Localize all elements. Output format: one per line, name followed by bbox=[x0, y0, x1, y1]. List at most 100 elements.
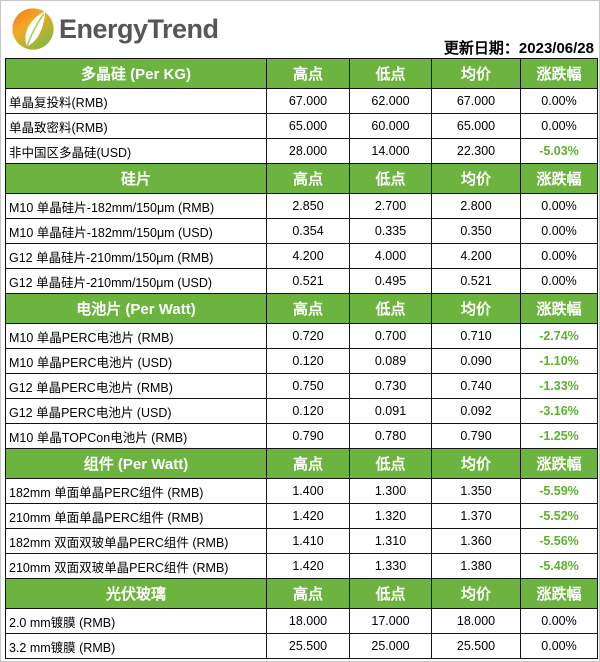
change-value: 0.00% bbox=[520, 243, 598, 269]
column-header-avg: 均价 bbox=[431, 448, 521, 479]
low-value: 62.000 bbox=[349, 88, 432, 114]
avg-value: 18.000 bbox=[431, 608, 521, 634]
high-value: 0.521 bbox=[266, 268, 350, 294]
change-value: -1.33% bbox=[520, 373, 598, 399]
avg-value: 0.090 bbox=[431, 348, 521, 374]
high-value: 0.120 bbox=[266, 398, 350, 424]
avg-value: 4.200 bbox=[431, 243, 521, 269]
avg-value: 0.521 bbox=[431, 268, 521, 294]
column-header-low: 低点 bbox=[349, 293, 432, 324]
product-label: G12 单晶PERC电池片 (USD) bbox=[5, 398, 267, 424]
avg-value: 67.000 bbox=[431, 88, 521, 114]
table-row: G12 单晶硅片-210mm/150μm (RMB) 4.200 4.000 4… bbox=[5, 243, 598, 269]
energytrend-leaf-logo-icon bbox=[11, 7, 55, 51]
column-header-low: 低点 bbox=[349, 578, 432, 609]
table-row: M10 单晶TOPCon电池片 (RMB) 0.790 0.780 0.790 … bbox=[5, 423, 598, 449]
change-value: -3.16% bbox=[520, 398, 598, 424]
column-header-avg: 均价 bbox=[431, 163, 521, 194]
table-row: 单晶复投料(RMB) 67.000 62.000 67.000 0.00% bbox=[5, 88, 598, 114]
section-title: 光伏玻璃 bbox=[5, 578, 267, 609]
table-row: 210mm 单面单晶PERC组件 (RMB) 1.420 1.320 1.370… bbox=[5, 503, 598, 529]
column-header-avg: 均价 bbox=[431, 58, 521, 89]
section-header-row: 硅片 高点 低点 均价 涨跌幅 bbox=[5, 163, 598, 194]
product-label: G12 单晶硅片-210mm/150μm (USD) bbox=[5, 268, 267, 294]
high-value: 0.750 bbox=[266, 373, 350, 399]
high-value: 2.850 bbox=[266, 193, 350, 219]
product-label: 非中国区多晶硅(USD) bbox=[5, 138, 267, 164]
column-header-avg: 均价 bbox=[431, 578, 521, 609]
avg-value: 1.350 bbox=[431, 478, 521, 504]
section-title: 多晶硅 (Per KG) bbox=[5, 58, 267, 89]
product-label: 3.2 mm镀膜 (RMB) bbox=[5, 633, 267, 659]
low-value: 60.000 bbox=[349, 113, 432, 139]
high-value: 18.000 bbox=[266, 608, 350, 634]
high-value: 0.790 bbox=[266, 423, 350, 449]
change-value: 0.00% bbox=[520, 88, 598, 114]
change-value: 0.00% bbox=[520, 608, 598, 634]
column-header-change: 涨跌幅 bbox=[520, 578, 598, 609]
column-header-high: 高点 bbox=[266, 578, 350, 609]
change-value: -5.59% bbox=[520, 478, 598, 504]
column-header-low: 低点 bbox=[349, 163, 432, 194]
table-row: 非中国区多晶硅(USD) 28.000 14.000 22.300 -5.03% bbox=[5, 138, 598, 164]
column-header-high: 高点 bbox=[266, 293, 350, 324]
price-table: 多晶硅 (Per KG) 高点 低点 均价 涨跌幅 单晶复投料(RMB) 67.… bbox=[5, 58, 598, 659]
avg-value: 22.300 bbox=[431, 138, 521, 164]
table-row: 2.0 mm镀膜 (RMB) 18.000 17.000 18.000 0.00… bbox=[5, 608, 598, 634]
low-value: 2.700 bbox=[349, 193, 432, 219]
change-value: -5.52% bbox=[520, 503, 598, 529]
section-title: 电池片 (Per Watt) bbox=[5, 293, 267, 324]
low-value: 4.000 bbox=[349, 243, 432, 269]
avg-value: 0.790 bbox=[431, 423, 521, 449]
high-value: 0.120 bbox=[266, 348, 350, 374]
column-header-change: 涨跌幅 bbox=[520, 58, 598, 89]
high-value: 1.400 bbox=[266, 478, 350, 504]
table-row: M10 单晶PERC电池片 (USD) 0.120 0.089 0.090 -1… bbox=[5, 348, 598, 374]
table-row: 3.2 mm镀膜 (RMB) 25.500 25.000 25.500 0.00… bbox=[5, 633, 598, 659]
change-value: -1.25% bbox=[520, 423, 598, 449]
product-label: 210mm 双面双玻单晶PERC组件 (RMB) bbox=[5, 553, 267, 579]
table-row: M10 单晶PERC电池片 (RMB) 0.720 0.700 0.710 -2… bbox=[5, 323, 598, 349]
avg-value: 65.000 bbox=[431, 113, 521, 139]
brand: EnergyTrend bbox=[11, 7, 219, 51]
low-value: 0.730 bbox=[349, 373, 432, 399]
low-value: 0.700 bbox=[349, 323, 432, 349]
low-value: 0.091 bbox=[349, 398, 432, 424]
low-value: 0.495 bbox=[349, 268, 432, 294]
product-label: G12 单晶硅片-210mm/150μm (RMB) bbox=[5, 243, 267, 269]
product-label: 182mm 双面双玻单晶PERC组件 (RMB) bbox=[5, 528, 267, 554]
column-header-change: 涨跌幅 bbox=[520, 293, 598, 324]
table-row: 210mm 双面双玻单晶PERC组件 (RMB) 1.420 1.330 1.3… bbox=[5, 553, 598, 579]
column-header-change: 涨跌幅 bbox=[520, 163, 598, 194]
product-label: 单晶致密料(RMB) bbox=[5, 113, 267, 139]
header: EnergyTrend 更新日期：2023/06/28 bbox=[1, 1, 599, 58]
column-header-avg: 均价 bbox=[431, 293, 521, 324]
table-row: G12 单晶硅片-210mm/150μm (USD) 0.521 0.495 0… bbox=[5, 268, 598, 294]
table-row: G12 单晶PERC电池片 (USD) 0.120 0.091 0.092 -3… bbox=[5, 398, 598, 424]
product-label: 2.0 mm镀膜 (RMB) bbox=[5, 608, 267, 634]
avg-value: 1.360 bbox=[431, 528, 521, 554]
change-value: 0.00% bbox=[520, 193, 598, 219]
change-value: -5.48% bbox=[520, 553, 598, 579]
column-header-high: 高点 bbox=[266, 448, 350, 479]
low-value: 14.000 bbox=[349, 138, 432, 164]
low-value: 1.320 bbox=[349, 503, 432, 529]
low-value: 1.310 bbox=[349, 528, 432, 554]
table-row: 182mm 双面双玻单晶PERC组件 (RMB) 1.410 1.310 1.3… bbox=[5, 528, 598, 554]
avg-value: 25.500 bbox=[431, 633, 521, 659]
column-header-low: 低点 bbox=[349, 448, 432, 479]
product-label: G12 单晶PERC电池片 (RMB) bbox=[5, 373, 267, 399]
product-label: M10 单晶硅片-182mm/150μm (RMB) bbox=[5, 193, 267, 219]
product-label: M10 单晶PERC电池片 (USD) bbox=[5, 348, 267, 374]
high-value: 1.420 bbox=[266, 553, 350, 579]
table-row: M10 单晶硅片-182mm/150μm (RMB) 2.850 2.700 2… bbox=[5, 193, 598, 219]
brand-name: EnergyTrend bbox=[59, 13, 219, 44]
product-label: 182mm 单面单晶PERC组件 (RMB) bbox=[5, 478, 267, 504]
avg-value: 0.092 bbox=[431, 398, 521, 424]
section-header-row: 电池片 (Per Watt) 高点 低点 均价 涨跌幅 bbox=[5, 293, 598, 324]
table-row: M10 单晶硅片-182mm/150μm (USD) 0.354 0.335 0… bbox=[5, 218, 598, 244]
low-value: 0.089 bbox=[349, 348, 432, 374]
column-header-low: 低点 bbox=[349, 58, 432, 89]
high-value: 1.410 bbox=[266, 528, 350, 554]
